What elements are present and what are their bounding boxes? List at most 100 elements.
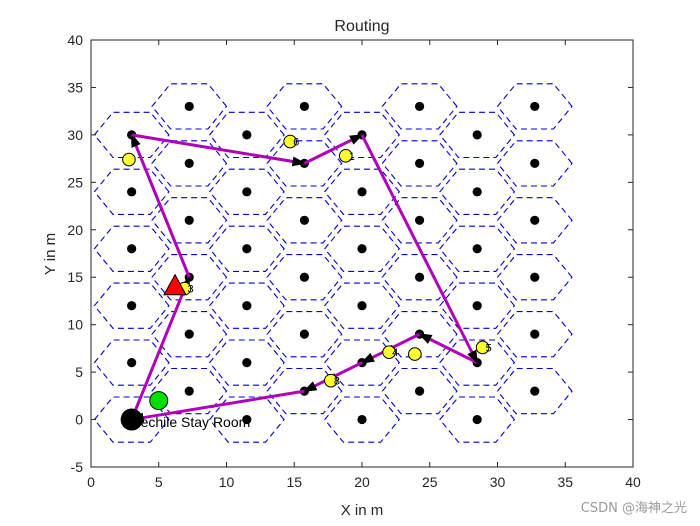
x-tick-label: 10 [219,474,235,490]
node-number: 6 [293,137,299,149]
cell-center [357,414,367,425]
hex-cell [496,140,573,187]
green-node [149,391,169,411]
hex-cell [439,339,516,386]
cell-center [184,386,194,396]
hex-cell [496,197,573,244]
cell-center [299,329,310,339]
x-tick-label: 5 [155,474,163,490]
hex-cell [208,225,285,272]
hex-cell [93,225,170,272]
hex-cell [151,83,228,130]
cell-center [357,301,367,311]
cell-center [472,187,482,197]
sensor-node [283,134,297,149]
route-segment [360,134,479,365]
cell-center [357,244,367,254]
hex-cell [266,83,343,130]
cell-center [242,187,252,197]
cell-center [530,158,540,168]
plot-frame [90,39,634,468]
node-number: 8 [334,376,340,388]
cell-center [242,130,252,140]
y-tick-label: 10 [67,317,83,333]
sensor-node [122,152,136,167]
hex-cell [151,140,228,187]
sink-node [120,408,143,431]
hex-cell [208,396,285,443]
y-tick-label: 20 [67,222,83,238]
sensor-node [338,148,353,163]
y-tick-label: 0 [75,412,83,428]
hex-cell [208,339,285,386]
cell-center [127,301,137,311]
y-tick-label: -5 [71,459,84,475]
hex-cell [381,311,458,358]
cell-center [242,244,252,254]
cell-center [127,358,137,368]
x-tick-label: 15 [286,474,302,490]
route-segment [131,133,307,167]
y-tick-label: 5 [75,364,83,380]
sensor-node [475,340,490,355]
cell-center [184,329,194,339]
cell-center [530,272,540,282]
node-number: 4 [392,347,398,359]
cell-center [184,101,194,112]
sink-label: Vechile Stay Room [132,414,250,430]
hex-cell [151,367,228,415]
x-tick-label: 0 [87,474,95,490]
hex-grid [93,83,573,443]
hex-cell [323,339,401,386]
cell-center [127,244,137,254]
cell-center [299,215,310,225]
cell-center [184,158,194,168]
sensor-node [324,373,338,388]
hex-cell [266,311,343,358]
hex-cell [323,225,401,272]
cell-center [242,414,252,425]
cell-center [530,215,540,225]
hex-cell [496,367,573,415]
hex-cell [381,197,458,244]
hex-cell [93,168,170,215]
x-tick-label: 40 [625,474,641,490]
hex-cell [439,225,516,272]
cell-center [414,101,425,112]
hex-cell [439,168,516,215]
hex-cell [496,254,573,301]
hex-cell [323,168,401,215]
cell-center [414,215,425,225]
hex-cell [381,254,458,301]
special-markers [120,273,187,431]
y-tick-label: 15 [67,269,83,285]
cell-center [242,358,252,368]
node-number: 3 [187,284,193,296]
sensor-node [382,345,396,359]
x-tick-label: 25 [422,474,438,490]
cell-center [299,101,310,112]
chart-title: Routing [334,18,389,35]
y-tick-label: 40 [67,32,83,48]
y-tick-label: 35 [67,79,83,95]
hex-cell [266,367,343,415]
x-axis-label: X in m [341,502,384,519]
hex-cell [323,111,401,159]
cell-center [472,244,482,254]
hex-cell [381,140,458,187]
cell-center [530,101,540,112]
hex-cell [93,282,170,329]
cell-center [414,272,425,282]
hex-cell [266,254,343,301]
hex-cell [439,282,516,329]
cell-center [299,272,310,282]
x-tick-label: 35 [557,474,573,490]
hex-cell [496,83,573,130]
node-number: 1 [349,151,355,163]
hex-cell [151,197,228,244]
hex-cell [266,197,343,244]
hex-cell [266,140,343,187]
cell-center [472,414,482,425]
